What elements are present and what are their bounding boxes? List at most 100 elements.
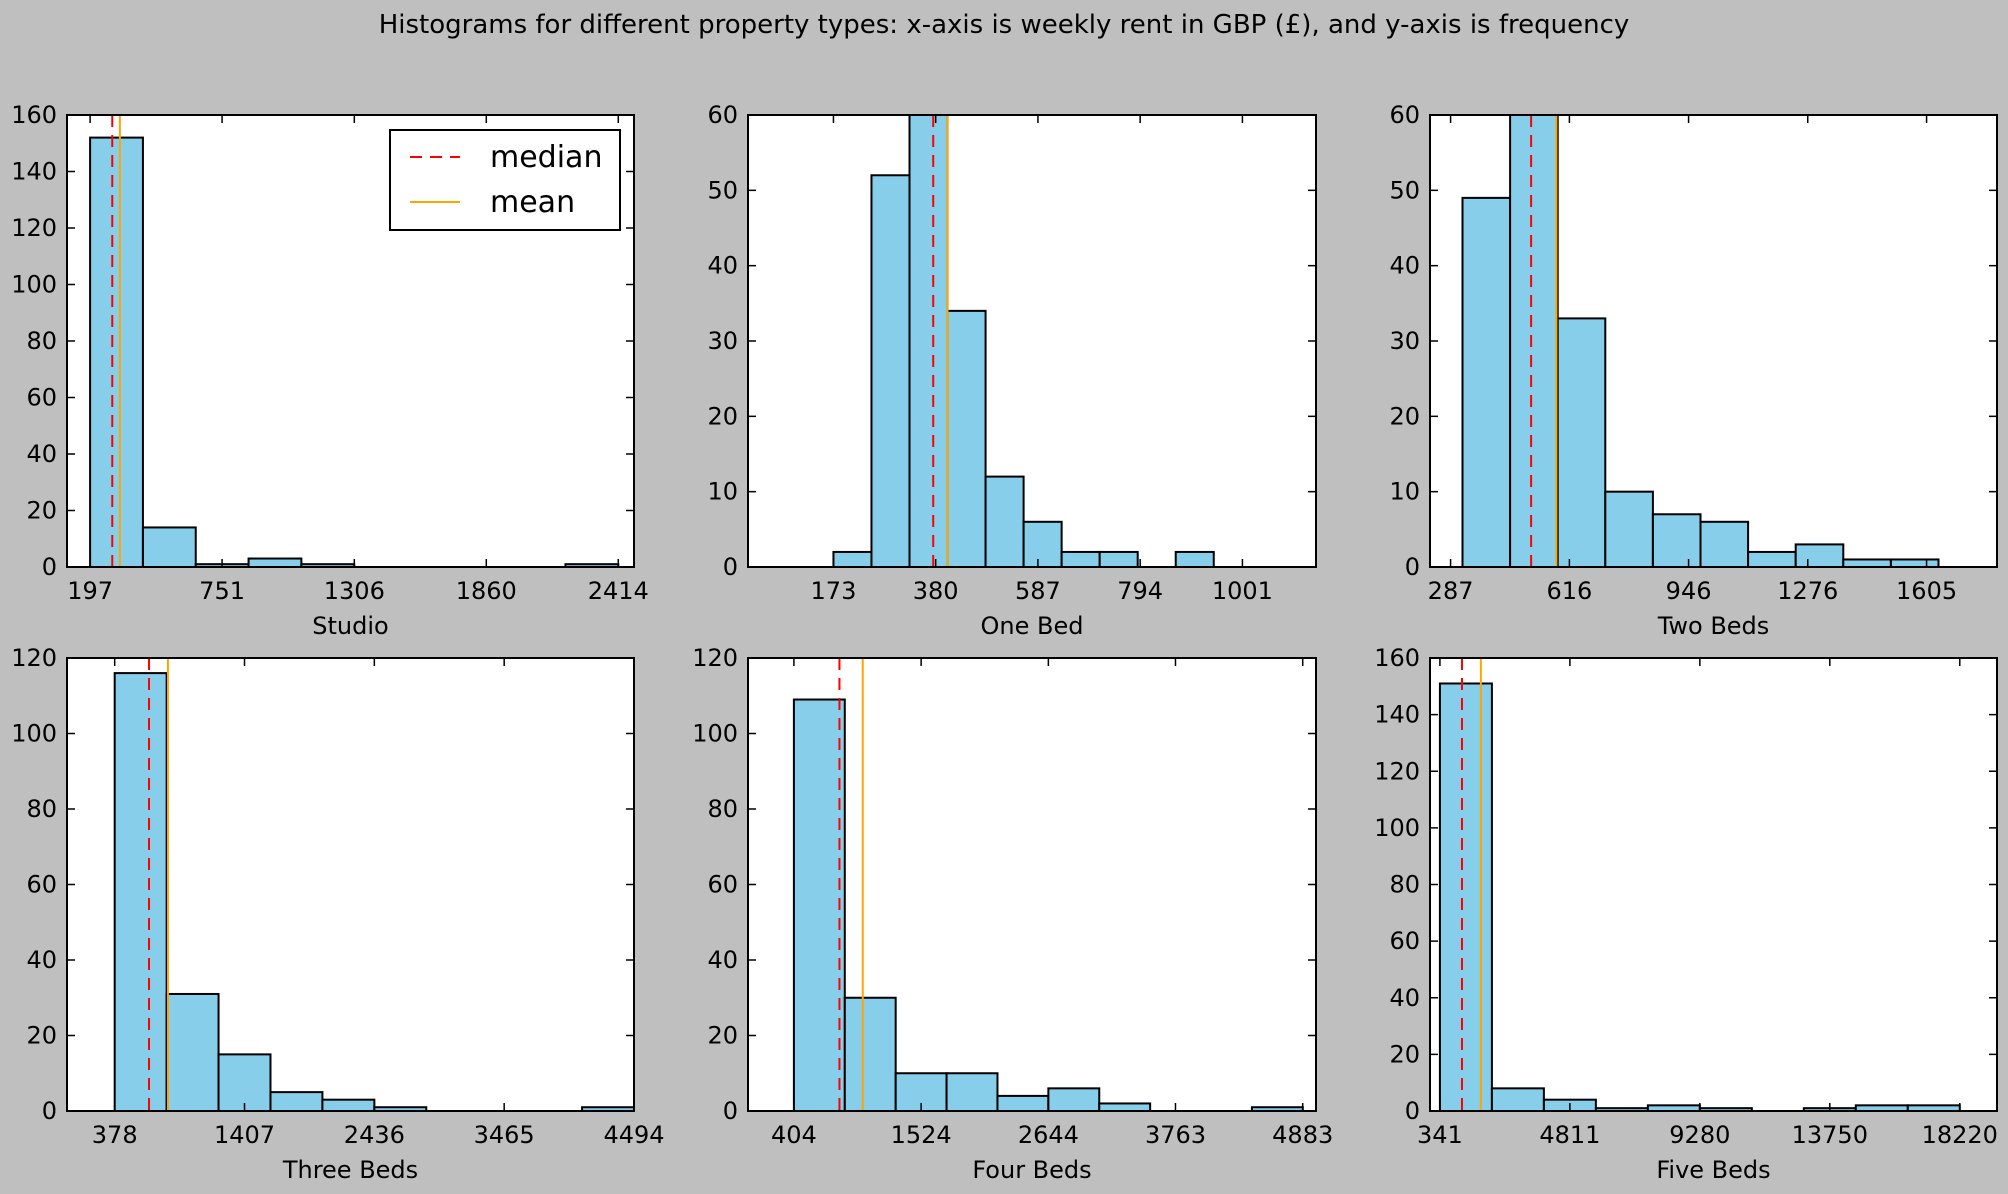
x-tick-label: 2414 [588, 577, 649, 605]
x-tick-label: 13750 [1792, 1121, 1868, 1149]
x-tick-label: 616 [1546, 577, 1592, 605]
histogram-bar [1699, 520, 1750, 567]
histogram-bar [843, 996, 897, 1111]
y-tick-label: 80 [26, 795, 57, 823]
y-tick-label: 40 [1389, 984, 1420, 1012]
histogram-bar [1794, 543, 1845, 567]
y-tick-label: 20 [707, 1022, 738, 1050]
x-tick-label: 1524 [891, 1121, 952, 1149]
histogram-bar [792, 698, 846, 1111]
x-tick-label: 1407 [214, 1121, 275, 1149]
histogram-bar [165, 992, 220, 1111]
histogram-2: 0 10 20 30 40 50 60 173 380 587 794 1001 One Bed [707, 101, 1317, 640]
histogram-bar [996, 1094, 1050, 1111]
histogram-bar [1060, 550, 1101, 567]
y-tick-label: 20 [26, 497, 57, 525]
histogram-1: 0 20 40 60 80 100 120 140 160 197 751 1306 1860 2414 S… [11, 101, 649, 640]
x-tick-label: 378 [92, 1121, 138, 1149]
y-tick-label: 80 [26, 327, 57, 355]
histogram-bar [1098, 550, 1139, 567]
histogram-bar [1556, 317, 1607, 567]
plot-marks [113, 658, 634, 1111]
x-tick-label: 9280 [1669, 1121, 1730, 1149]
legend-mean-label: mean [490, 185, 575, 220]
histogram-bar [908, 115, 949, 567]
histogram-bar [946, 309, 987, 567]
histogram-bar [1842, 558, 1892, 567]
histogram-bar [832, 550, 873, 567]
y-tick-label: 40 [1389, 252, 1420, 280]
y-tick-label: 40 [707, 946, 738, 974]
x-tick-label: 946 [1666, 577, 1712, 605]
y-tick-label: 0 [723, 1097, 738, 1125]
histogram-bar [1098, 1102, 1152, 1111]
y-tick-label: 0 [723, 553, 738, 581]
y-tick-label: 10 [1389, 478, 1420, 506]
x-tick-label: 587 [1015, 577, 1061, 605]
y-tick-label: 0 [1405, 1097, 1420, 1125]
y-tick-label: 30 [707, 327, 738, 355]
y-tick-label: 10 [707, 478, 738, 506]
x-tick-label: 197 [67, 577, 113, 605]
x-axis-label: Five Beds [1656, 1156, 1770, 1184]
y-tick-label: 20 [1389, 1040, 1420, 1068]
histogram-bar [1174, 550, 1215, 567]
histogram-bar [269, 1091, 324, 1111]
y-tick-label: 20 [1389, 402, 1420, 430]
y-tick-label: 140 [1374, 701, 1420, 729]
y-tick-label: 140 [11, 158, 57, 186]
y-tick-label: 120 [11, 644, 57, 672]
histogram-bar [1747, 550, 1797, 567]
x-tick-label: 1860 [456, 577, 517, 605]
x-tick-label: 2644 [1018, 1121, 1079, 1149]
histogram-bar [321, 1098, 376, 1111]
y-tick-label: 100 [11, 271, 57, 299]
y-tick-label: 120 [11, 214, 57, 242]
histogram-bar [1490, 1087, 1545, 1111]
y-tick-label: 0 [42, 553, 57, 581]
plot-area [748, 115, 1316, 567]
histogram-bar [1651, 513, 1702, 567]
histogram-bar [984, 475, 1025, 567]
y-tick-label: 60 [707, 871, 738, 899]
y-tick-label: 160 [1374, 644, 1420, 672]
x-tick-label: 380 [913, 577, 959, 605]
x-tick-label: 2436 [344, 1121, 405, 1149]
x-tick-label: 3465 [474, 1121, 535, 1149]
histogram-bar [1604, 490, 1654, 567]
plot-marks [89, 115, 620, 567]
y-tick-label: 120 [1374, 757, 1420, 785]
y-tick-label: 120 [692, 644, 738, 672]
legend: median mean [389, 129, 621, 231]
histogram-bar [1461, 196, 1512, 567]
y-tick-label: 40 [26, 440, 57, 468]
y-tick-label: 50 [1389, 176, 1420, 204]
y-tick-label: 0 [42, 1097, 57, 1125]
plot-marks [1438, 658, 1961, 1111]
y-tick-label: 30 [1389, 327, 1420, 355]
legend-median-label: median [490, 140, 602, 175]
plot-area [1430, 658, 1997, 1111]
y-tick-label: 100 [1374, 814, 1420, 842]
histogram-3: 0 10 20 30 40 50 60 287 616 946 1276 1605 Two Beds [1389, 101, 1998, 640]
histogram-6: 0 20 40 60 80 100 120 140 160 341 4811 9280 13750 182… [1374, 644, 1998, 1184]
histogram-bar [113, 672, 168, 1111]
histogram-bar [1022, 520, 1063, 567]
histogram-4: 0 20 40 60 80 100 120 378 1407 2436 3465 4494 Three … [11, 644, 664, 1184]
x-tick-label: 3763 [1145, 1121, 1206, 1149]
histogram-bar [247, 557, 303, 567]
x-tick-label: 341 [1417, 1121, 1463, 1149]
x-tick-label: 404 [771, 1121, 817, 1149]
plot-marks [832, 115, 1215, 567]
x-tick-label: 794 [1117, 577, 1163, 605]
y-tick-label: 60 [707, 101, 738, 129]
histogram-bar [1438, 682, 1493, 1111]
histogram-bar [89, 136, 144, 567]
x-tick-label: 1001 [1212, 577, 1273, 605]
histogram-bar [1509, 115, 1559, 567]
y-tick-label: 60 [1389, 927, 1420, 955]
y-tick-label: 80 [1389, 871, 1420, 899]
x-tick-label: 4494 [603, 1121, 664, 1149]
x-axis-label: Studio [312, 612, 388, 640]
